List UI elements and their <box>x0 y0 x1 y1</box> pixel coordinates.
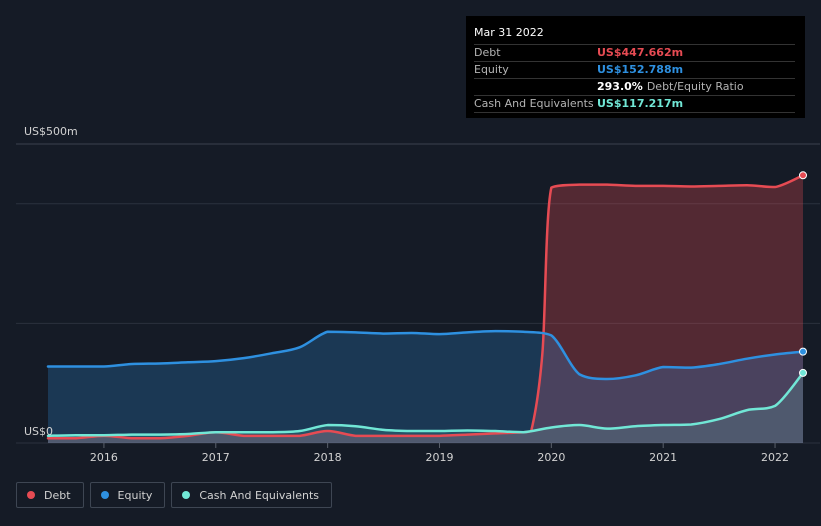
legend-debt-label: Debt <box>44 488 71 502</box>
x-tick-label-2019: 2019 <box>425 451 453 464</box>
legend-item-equity[interactable]: Equity <box>89 482 166 508</box>
legend-equity-label: Equity <box>117 488 153 502</box>
tooltip-row-ratio: 293.0% Debt/Equity Ratio <box>474 78 795 95</box>
equity-end-marker[interactable] <box>799 347 807 356</box>
tooltip-debt-label: Debt <box>474 46 501 59</box>
legend-cash-label: Cash And Equivalents <box>199 488 319 502</box>
x-axis-ticks: 2016 2017 2018 2019 2020 2021 2022 <box>90 443 789 464</box>
tooltip-row-equity: Equity US$152.788m <box>474 61 795 78</box>
tooltip-date: Mar 31 2022 <box>474 26 544 39</box>
y-axis-bottom-label: US$0 <box>24 425 53 438</box>
series-end-markers[interactable] <box>799 171 807 377</box>
grid-lines <box>16 143 820 444</box>
cash-and-equivalents-end-marker[interactable] <box>799 368 807 377</box>
equity-line <box>46 329 805 381</box>
cash-and-equivalents-line <box>46 371 805 438</box>
tooltip-row-cash: Cash And Equivalents US$117.217m <box>474 95 795 113</box>
tooltip-equity-label: Equity <box>474 63 509 76</box>
equity-dot-icon <box>100 491 109 499</box>
x-tick-label-2020: 2020 <box>537 451 565 464</box>
debt-line <box>46 174 805 440</box>
x-tick-label-2021: 2021 <box>649 451 677 464</box>
x-tick-label-2017: 2017 <box>202 451 230 464</box>
tooltip-ratio-value: 293.0% <box>597 80 643 93</box>
series-lines <box>46 174 805 440</box>
debt-area <box>48 175 803 444</box>
chart-legend: Debt Equity Cash And Equivalents <box>16 482 332 508</box>
cash-dot-icon <box>182 491 191 499</box>
x-tick-label-2018: 2018 <box>314 451 342 464</box>
legend-item-debt[interactable]: Debt <box>16 482 84 508</box>
tooltip-equity-value: US$152.788m <box>597 63 684 76</box>
x-tick-label-2016: 2016 <box>90 451 118 464</box>
debt-end-marker[interactable] <box>799 171 807 180</box>
tooltip-ratio-label: Debt/Equity Ratio <box>646 80 744 93</box>
y-axis-top-label: US$500m <box>24 125 78 138</box>
tooltip-debt-value: US$447.662m <box>597 46 684 59</box>
tooltip-cash-value: US$117.217m <box>597 97 684 110</box>
debt-dot-icon <box>27 491 35 499</box>
tooltip-cash-label: Cash And Equivalents <box>474 97 594 110</box>
legend-item-cash[interactable]: Cash And Equivalents <box>171 482 332 508</box>
tooltip-row-debt: Debt US$447.662m <box>474 44 795 61</box>
x-tick-label-2022: 2022 <box>761 451 789 464</box>
series-areas <box>48 175 803 444</box>
tooltip-panel: Mar 31 2022 Debt US$447.662m Equity US$1… <box>466 16 805 118</box>
